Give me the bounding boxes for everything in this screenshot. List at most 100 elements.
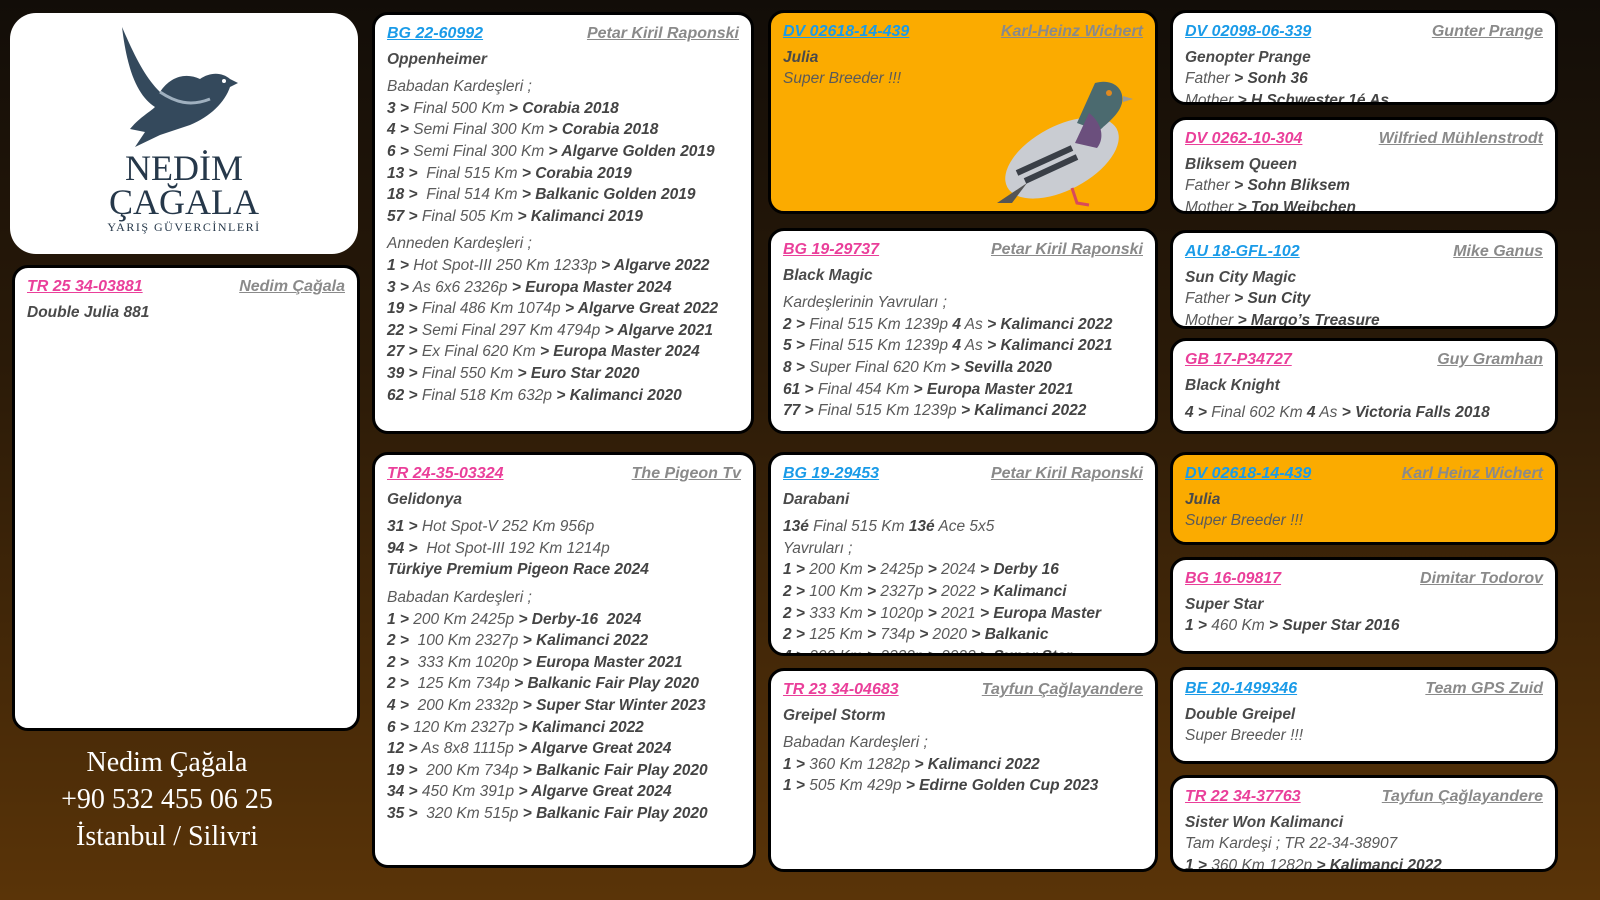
breeder-name-link[interactable]: Guy Gramhan [1437,351,1543,368]
pigeon-name: Julia [1185,490,1221,508]
breeder-name-link[interactable]: Wilfried Mühlenstrodt [1378,130,1543,147]
result-highlight: > Kalimanci 2022 [914,755,1040,773]
result-highlight: > Algarve Golden 2019 [548,142,715,160]
result-highlight: > Balkanic Golden 2019 [521,186,696,204]
card-header: TR 22 34-37763 Tayfun Çağlayandere [1185,786,1543,808]
pedigree-card[interactable]: DV 02618-14-439 Karl-Heinz Wichert Julia Su… [768,10,1158,214]
card-header: DV 02098-06-339 Gunter Prange [1185,21,1543,43]
result-line: 18 > Final 514 Km > Balkanic Golden 2019 [387,184,739,206]
result-text: 360 Km 1282p [1206,856,1317,872]
card-header: BG 16-09817 Dimitar Todorov [1185,568,1543,590]
result-highlight: > Kalimanci 2022 [522,632,649,650]
breeder-name-link[interactable]: Tayfun Çağlayandere [1381,788,1543,805]
breeder-name-link[interactable]: Nedim Çağala [239,278,345,295]
ring-number-link[interactable]: BG 19-29737 [783,241,880,258]
result-text: 200 Km 734p [417,761,523,779]
pigeon-name: Black Knight [1185,376,1280,394]
result-line: 27 > Ex Final 620 Km > Europa Master 202… [387,341,739,363]
pedigree-card[interactable]: DV 0262-10-304 Wilfried Mühlenstrodt Bliks… [1170,117,1558,214]
breeder-name-link[interactable]: Karl-Heinz Wichert [1000,23,1143,40]
result-line: Father > Sohn Bliksem [1185,175,1543,197]
result-highlight: Türkiye Premium Pigeon Race 2024 [387,561,649,579]
pedigree-card[interactable]: TR 23 34-04683 Tayfun Çağlayandere Greipel… [768,668,1158,872]
result-highlight: 1 > [783,755,805,773]
result-highlight: > Kalimanci 2019 [517,207,643,225]
result-highlight: > Algarve 2022 [601,256,710,274]
pedigree-card[interactable]: BG 22-60992 Petar Kiril Raponski Oppenheim… [372,12,754,434]
pedigree-card[interactable]: BG 16-09817 Dimitar Todorov Super Star 1 > … [1170,557,1558,654]
result-line: 2 > 100 Km 2327p > Kalimanci 2022 [387,630,741,652]
result-text: As [1315,404,1342,422]
breeder-name-link[interactable]: Petar Kiril Raponski [990,465,1143,482]
pedigree-card[interactable]: TR 22 34-37763 Tayfun Çağlayandere Sister … [1170,775,1558,872]
result-text: Yavruları ; [783,539,853,557]
ring-number-link[interactable]: TR 22 34-37763 [1185,788,1301,805]
result-highlight: > Kalimanci 2021 [987,337,1113,355]
result-highlight: > Sonh 36 [1234,70,1308,88]
result-highlight: 35 > [387,804,418,822]
result-highlight: > [927,604,937,622]
result-highlight: 61 > [783,380,814,398]
result-text: Final 515 Km [808,518,909,536]
result-highlight: > Balkanic [971,626,1049,644]
result-line: 2 > 125 Km > 734p > 2020 > Balkanic [783,624,1143,646]
breeder-name-link[interactable]: Mike Ganus [1453,243,1543,260]
pedigree-card[interactable]: DV 02098-06-339 Gunter Prange Genopter Pra… [1170,10,1558,105]
result-highlight: > Corabia 2018 [548,121,659,139]
result-highlight: 3 > [387,99,409,117]
result-text: Babadan Kardeşleri ; [783,734,928,752]
ring-number-link[interactable]: GB 17-P34727 [1185,351,1292,368]
ring-number-link[interactable]: BG 22-60992 [387,25,484,42]
result-section: Father > Sun City Mother > Margo’s Treasu… [1185,288,1543,329]
result-line: 8 > Super Final 620 Km > Sevilla 2020 [783,357,1143,379]
result-line: 2 > 125 Km 734p > Balkanic Fair Play 202… [387,673,741,695]
breeder-name-link[interactable]: Gunter Prange [1431,23,1543,40]
result-text: 2022 [936,582,980,600]
result-line: 35 > 320 Km 515p > Balkanic Fair Play 20… [387,803,741,825]
pedigree-card[interactable]: TR 24-35-03324 The Pigeon Tv Gelidonya 31 >… [372,452,756,868]
result-highlight: > Kalimanci 2020 [556,386,682,404]
pedigree-card[interactable]: DV 02618-14-439 Karl Heinz Wichert Julia Su… [1170,452,1558,545]
result-highlight: > Top Weibchen [1237,198,1356,214]
ring-number-link[interactable]: DV 0262-10-304 [1185,130,1303,147]
ring-number-link[interactable]: AU 18-GFL-102 [1185,243,1300,260]
breeder-name-link[interactable]: Karl Heinz Wichert [1401,465,1543,482]
result-text: 125 Km 734p [408,675,515,693]
ring-number-link[interactable]: BE 20-1499346 [1185,680,1298,697]
breeder-name-link[interactable]: The Pigeon Tv [631,465,741,482]
pedigree-card[interactable]: TR 25 34-03881 Nedim Çağala Double Julia 8… [12,265,360,731]
pedigree-card[interactable]: BG 19-29453 Petar Kiril Raponski Darabani 1… [768,452,1158,656]
ring-number-link[interactable]: DV 02618-14-439 [783,23,910,40]
pedigree-card[interactable]: GB 17-P34727 Guy Gramhan Black Knight 4 > F… [1170,338,1558,434]
result-highlight: > Kalimanci 2022 [518,718,644,736]
ring-number-link[interactable]: TR 25 34-03881 [27,278,143,295]
ring-number-link[interactable]: TR 23 34-04683 [783,681,899,698]
result-line: 31 > Hot Spot-V 252 Km 956p [387,516,741,538]
result-line: Kardeşlerinin Yavruları ; [783,292,1143,314]
result-highlight: > Europa Master 2021 [913,380,1074,398]
ring-number-link[interactable]: BG 19-29453 [783,465,880,482]
result-highlight: 4 > [387,121,409,139]
result-highlight: 1 > [387,256,409,274]
ring-number-link[interactable]: BG 16-09817 [1185,570,1282,587]
breeder-name-link[interactable]: Petar Kiril Raponski [586,25,739,42]
result-text: Mother [1185,311,1238,329]
result-text: 100 Km [804,582,868,600]
result-highlight: 2 > [387,632,409,650]
ring-number-link[interactable]: DV 02098-06-339 [1185,23,1312,40]
result-highlight: > Algarve Great 2024 [518,740,672,758]
breeder-name-link[interactable]: Dimitar Todorov [1420,570,1543,587]
breeder-name-link[interactable]: Petar Kiril Raponski [990,241,1143,258]
breeder-name-link[interactable]: Tayfun Çağlayandere [981,681,1143,698]
pedigree-card[interactable]: BE 20-1499346 Team GPS Zuid Double Greipel… [1170,667,1558,764]
result-line: 1 > 200 Km > 2425p > 2024 > Derby 16 [783,559,1143,581]
breeder-name-link[interactable]: Team GPS Zuid [1425,680,1543,697]
pedigree-card[interactable]: AU 18-GFL-102 Mike Ganus Sun City Magic Fat… [1170,230,1558,329]
result-text: Hot Spot-V 252 Km 956p [417,518,595,536]
ring-number-link[interactable]: TR 24-35-03324 [387,465,504,482]
pedigree-card[interactable]: BG 19-29737 Petar Kiril Raponski Black Mag… [768,228,1158,434]
ring-number-link[interactable]: DV 02618-14-439 [1185,465,1312,482]
contact-location: İstanbul / Silivri [76,821,258,852]
result-text: 734p [876,626,920,644]
result-highlight: 2 > [387,675,409,693]
